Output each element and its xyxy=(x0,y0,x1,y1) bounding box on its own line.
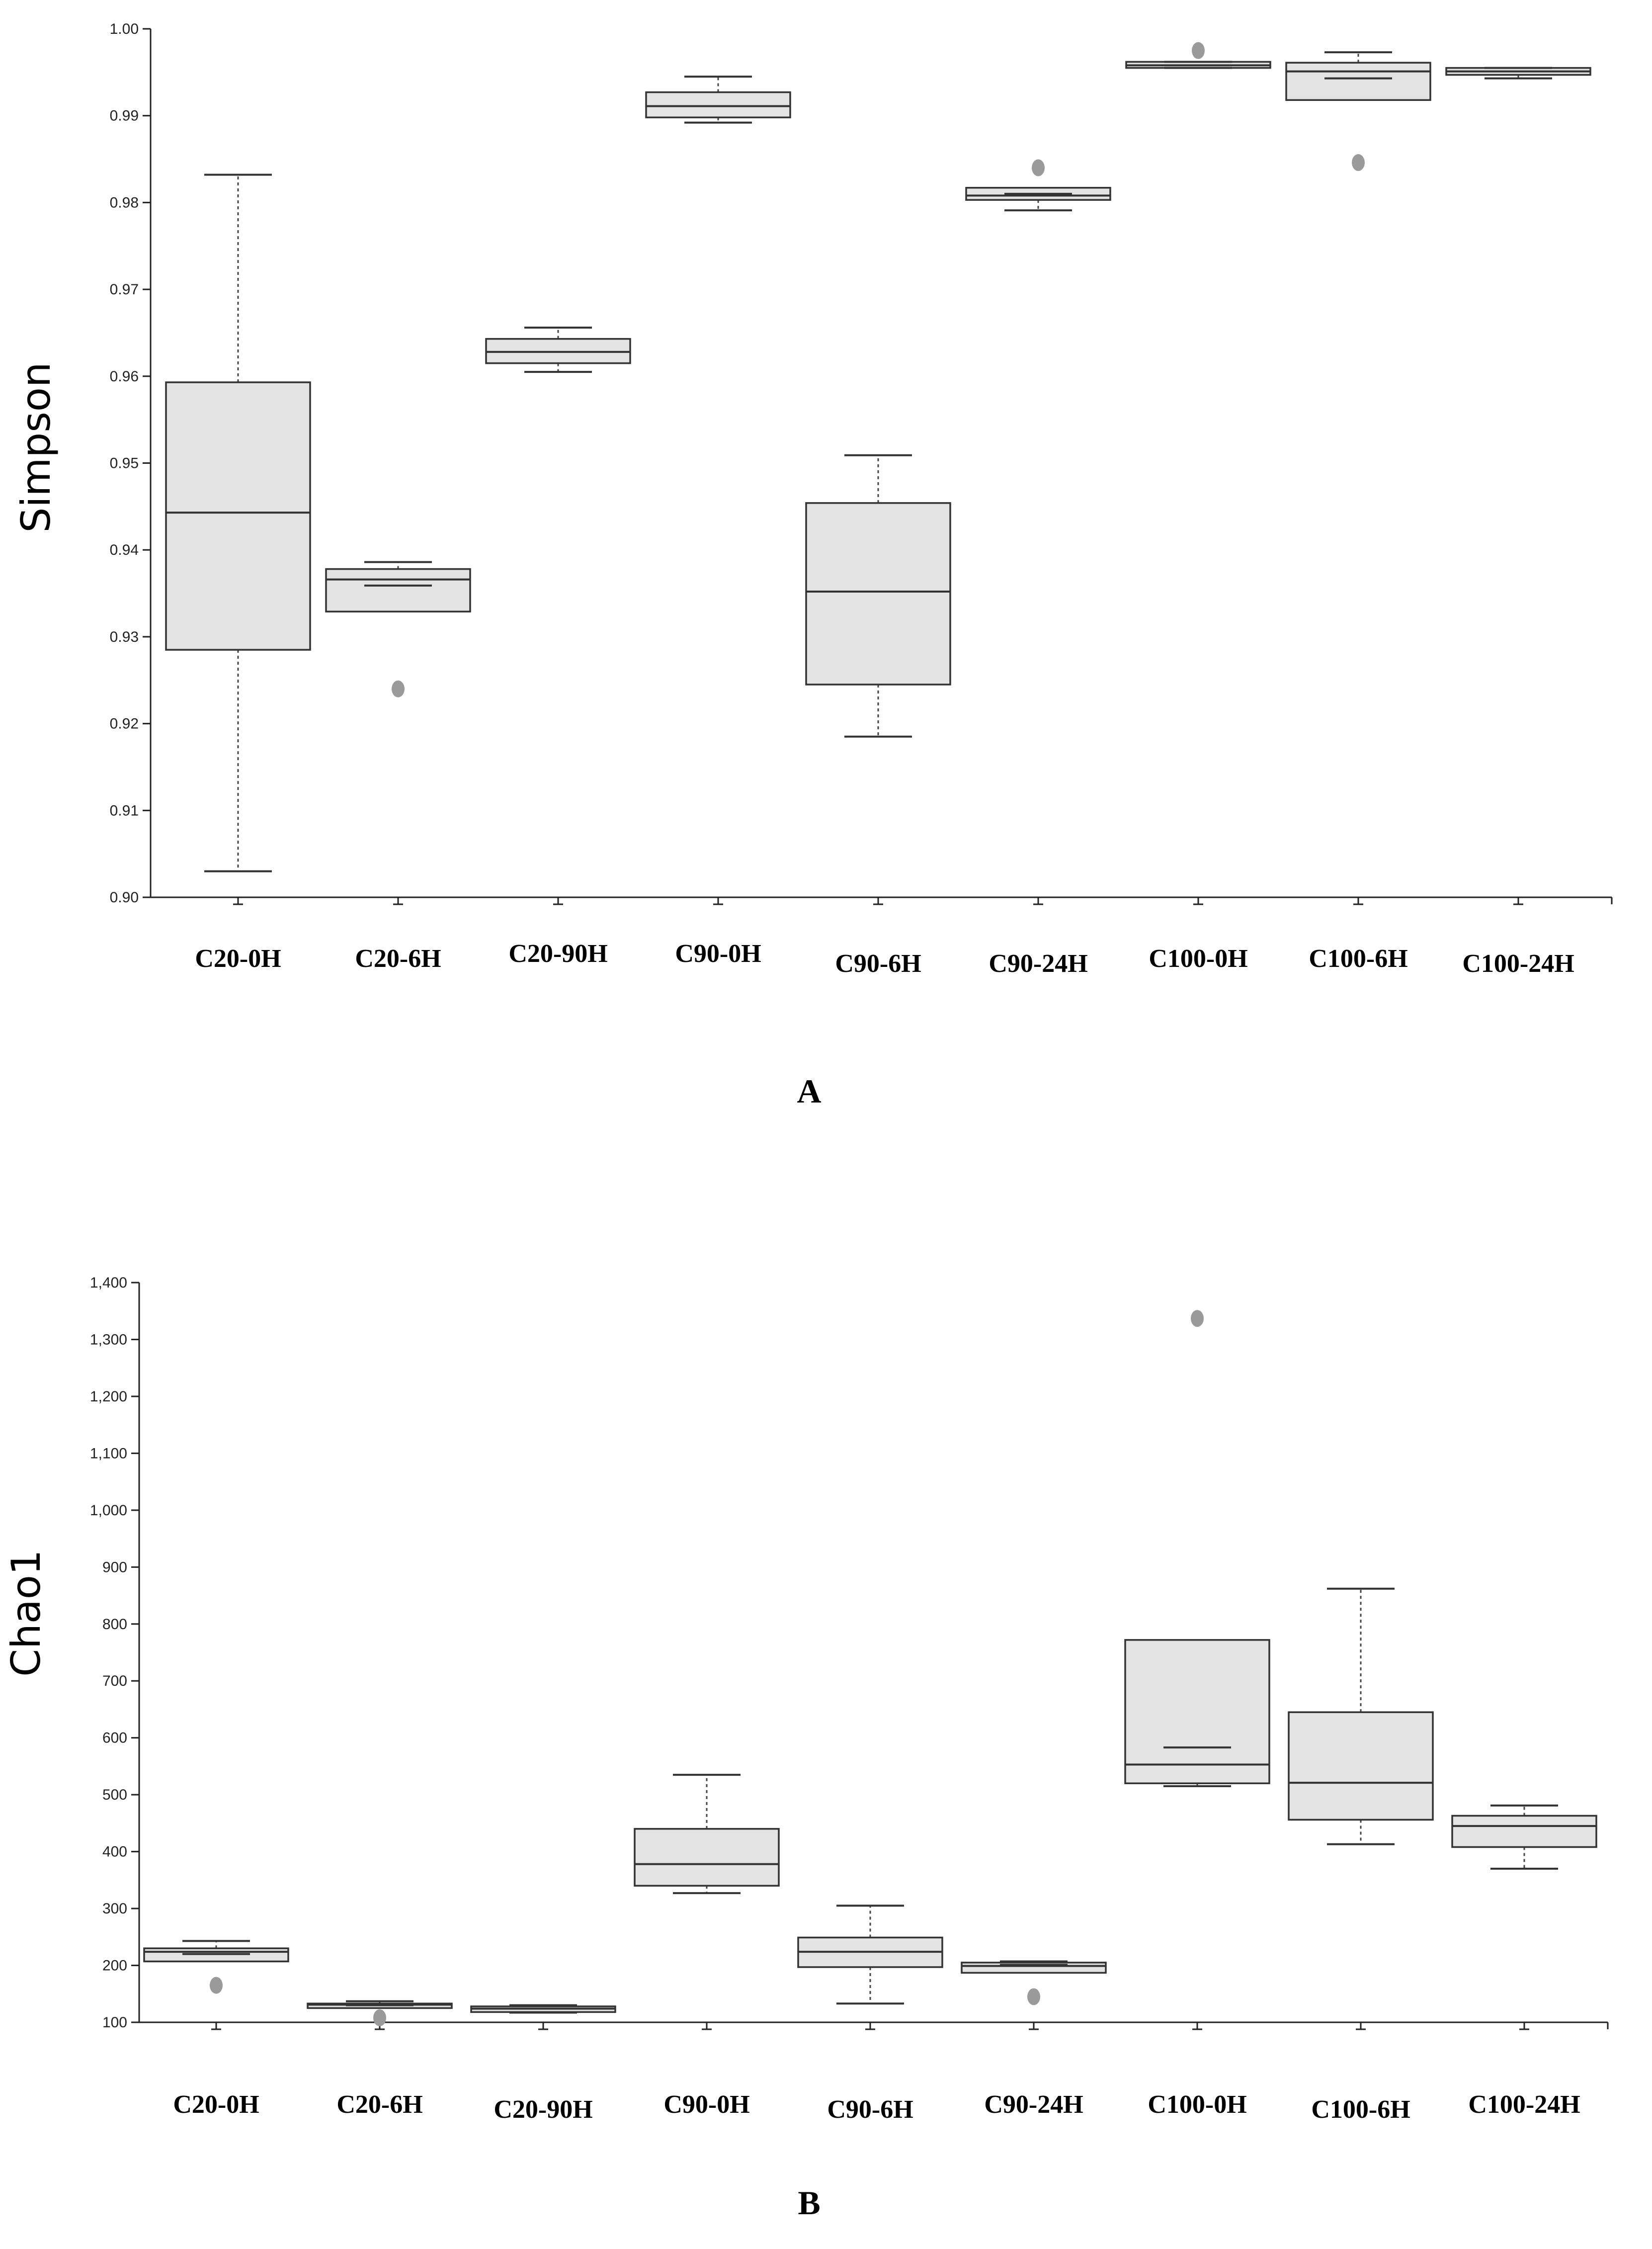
panel-a-box-C100-6H xyxy=(1285,51,1431,905)
panel-b-box-C100-24H xyxy=(1451,1804,1597,2030)
panel-a-box-C100-24H xyxy=(1445,67,1591,905)
iqr-box xyxy=(1124,1639,1270,1785)
iqr-box xyxy=(645,91,791,118)
panel-a-y-tick-label: 0.90 xyxy=(110,889,139,906)
iqr-box xyxy=(1451,1815,1597,1848)
panel-b-label: B xyxy=(798,2184,820,2222)
panel-b-axes: 100 200 300 400 500 600 700 800 900 1,000 1,100 1,2… xyxy=(90,1275,1609,2031)
iqr-box xyxy=(165,381,311,651)
panel-b-box-C90-0H xyxy=(634,1774,780,2030)
panel-a-category-label-C90-6H: C90-6H xyxy=(835,950,921,978)
panel-a-y-tick-label: 0.94 xyxy=(110,542,139,558)
panel-b-category-label-C100-0H: C100-0H xyxy=(1148,2090,1246,2119)
iqr-box xyxy=(1285,62,1431,101)
panel-b-box-C20-0H xyxy=(143,1940,289,2030)
iqr-box xyxy=(634,1828,780,1887)
panel-b-category-label-C20-90H: C20-90H xyxy=(494,2095,592,2124)
panel-a-box-C90-0H xyxy=(645,76,791,905)
outlier-point xyxy=(1192,42,1205,59)
panel-a-boxes xyxy=(165,42,1591,905)
panel-b-box-C90-24H xyxy=(961,1960,1107,2030)
outlier-point xyxy=(1032,159,1045,176)
panel-b-y-tick-label: 1,300 xyxy=(90,1331,127,1348)
panel-a-box-C20-6H xyxy=(325,561,471,905)
panel-b-y-tick-label: 1,400 xyxy=(90,1275,127,1291)
panel-b-box-C100-6H xyxy=(1288,1587,1434,2030)
panel-b-category-label-C90-6H: C90-6H xyxy=(827,2095,913,2124)
panel-a-y-tick-label: 0.97 xyxy=(110,281,139,298)
panel-a-category-label-C90-24H: C90-24H xyxy=(989,950,1087,978)
panel-b-box-C20-6H xyxy=(307,2000,453,2030)
panel-b-box-C20-90H xyxy=(470,2004,616,2030)
panel-b-category-labels: C20-0H C20-6H C20-90H C90-0H C90-6H C90-24H C1… xyxy=(173,2090,1580,2124)
outlier-point xyxy=(1027,1988,1040,2005)
panel-b-y-tick-label: 300 xyxy=(102,1901,127,1917)
iqr-box xyxy=(325,568,471,612)
panel-b-y-tick-label: 900 xyxy=(102,1559,127,1575)
panel-a-y-tick-label: 0.91 xyxy=(110,802,139,819)
panel-a-y-tick-label: 0.95 xyxy=(110,455,139,472)
iqr-box xyxy=(805,502,951,686)
iqr-box xyxy=(143,1947,289,1963)
panel-b-y-tick-label: 1,200 xyxy=(90,1388,127,1405)
outlier-point xyxy=(392,680,405,697)
outlier-point xyxy=(210,1977,223,1994)
panel-a-simpson: 0.90 0.91 0.92 0.93 0.94 0.95 0.96 0.97 0.98 0.99… xyxy=(13,21,1613,1110)
panel-a-box-C20-0H xyxy=(165,173,311,905)
panel-a-box-C90-6H xyxy=(805,454,951,905)
panel-b-category-label-C90-0H: C90-0H xyxy=(663,2090,749,2119)
outlier-point xyxy=(1191,1310,1204,1327)
panel-a-y-tick-label: 0.98 xyxy=(110,194,139,211)
panel-b-chao1: 100 200 300 400 500 600 700 800 900 1,000 1,100 1,2… xyxy=(3,1275,1609,2222)
panel-b-y-tick-label: 500 xyxy=(102,1787,127,1803)
panel-b-y-axis-label: Chao1 xyxy=(3,1550,49,1676)
panel-b-category-label-C90-24H: C90-24H xyxy=(984,2090,1083,2119)
panel-b-category-label-C100-6H: C100-6H xyxy=(1311,2095,1410,2124)
panel-b-y-tick-label: 200 xyxy=(102,1958,127,1974)
panel-a-axes: 0.90 0.91 0.92 0.93 0.94 0.95 0.96 0.97 0.98 0.99… xyxy=(110,21,1613,906)
panel-b-category-label-C20-0H: C20-0H xyxy=(173,2090,259,2119)
panel-b-y-tick-label: 1,000 xyxy=(90,1502,127,1519)
panel-a-category-label-C100-24H: C100-24H xyxy=(1462,950,1574,978)
panel-b-boxes xyxy=(143,1310,1597,2030)
panel-a-y-tick-label: 1.00 xyxy=(110,21,139,37)
panel-a-y-tick-label: 0.99 xyxy=(110,108,139,124)
panel-a-box-C20-90H xyxy=(485,326,631,905)
panel-b-box-C100-0H xyxy=(1124,1310,1270,2030)
panel-a-y-tick-label: 0.92 xyxy=(110,716,139,732)
panel-b-y-tick-label: 1,100 xyxy=(90,1445,127,1462)
panel-a-category-label-C100-6H: C100-6H xyxy=(1309,945,1407,973)
panel-b-y-tick-label: 700 xyxy=(102,1673,127,1689)
panel-b-category-label-C100-24H: C100-24H xyxy=(1468,2090,1580,2119)
panel-b-y-tick-label: 100 xyxy=(102,2014,127,2031)
panel-a-category-labels: C20-0H C20-6H C20-90H C90-0H C90-6H C90-24H C1… xyxy=(195,940,1574,978)
panel-a-category-label-C20-6H: C20-6H xyxy=(355,945,441,973)
panel-a-category-label-C90-0H: C90-0H xyxy=(675,940,761,968)
outlier-point xyxy=(1352,154,1365,172)
outlier-point xyxy=(373,2009,386,2026)
panel-a-category-label-C100-0H: C100-0H xyxy=(1149,945,1247,973)
panel-b-y-tick-label: 800 xyxy=(102,1616,127,1633)
iqr-box xyxy=(1288,1711,1434,1821)
panel-b-y-tick-label: 600 xyxy=(102,1730,127,1746)
panel-a-y-tick-label: 0.96 xyxy=(110,368,139,385)
panel-a-category-label-C20-0H: C20-0H xyxy=(195,945,281,973)
panel-b-y-tick-label: 400 xyxy=(102,1844,127,1860)
panel-b-category-label-C20-6H: C20-6H xyxy=(336,2090,422,2119)
panel-a-y-tick-label: 0.93 xyxy=(110,629,139,645)
panel-a-y-axis-label: Simpson xyxy=(13,362,59,532)
panel-b-box-C90-6H xyxy=(797,1904,943,2030)
panel-a-category-label-C20-90H: C20-90H xyxy=(508,940,607,968)
panel-a-box-C90-24H xyxy=(965,159,1111,905)
panel-a-box-C100-0H xyxy=(1125,42,1271,905)
panel-a-label: A xyxy=(797,1072,821,1110)
